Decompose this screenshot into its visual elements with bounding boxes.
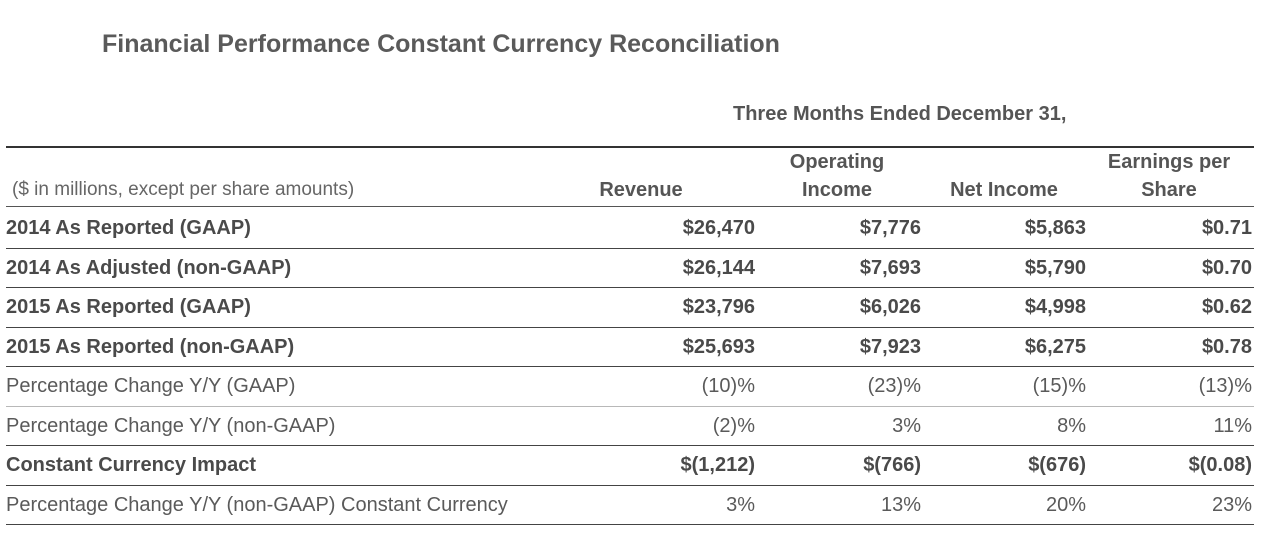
- table-row: Percentage Change Y/Y (non-GAAP) (2)% 3%…: [6, 407, 1254, 446]
- row-label: 2014 As Reported (GAAP): [6, 217, 251, 239]
- table-row: Constant Currency Impact $(1,212) $(766)…: [6, 446, 1254, 486]
- eps-cell: (13)%: [1198, 375, 1252, 397]
- revenue-cell: $(1,212): [680, 454, 756, 476]
- net-income-cell: (15)%: [1032, 375, 1086, 397]
- revenue-cell: $25,693: [682, 335, 755, 358]
- row-label: Constant Currency Impact: [6, 454, 257, 476]
- table-top-rule: [6, 146, 1254, 148]
- eps-cell: $0.70: [1201, 256, 1252, 279]
- revenue-cell: $26,144: [682, 256, 755, 279]
- table-row: Percentage Change Y/Y (GAAP) (10)% (23)%…: [6, 367, 1254, 407]
- column-header-operating-income: Operating Income: [789, 151, 885, 201]
- net-income-cell: $(676): [1028, 454, 1086, 476]
- operating-income-cell: 3%: [892, 414, 921, 437]
- net-income-cell: 20%: [1045, 493, 1086, 516]
- operating-income-cell: $7,923: [859, 335, 921, 358]
- column-header-eps: Earnings per Share: [1107, 151, 1231, 201]
- operating-income-cell: $7,693: [859, 256, 921, 279]
- row-label: Percentage Change Y/Y (GAAP): [6, 375, 296, 397]
- table-row: 2014 As Adjusted (non-GAAP) $26,144 $7,6…: [6, 249, 1254, 288]
- row-label: 2015 As Reported (GAAP): [6, 296, 251, 318]
- operating-income-cell: $7,776: [859, 217, 921, 239]
- table-row: 2015 As Reported (non-GAAP) $25,693 $7,9…: [6, 328, 1254, 367]
- page-title: Financial Performance Constant Currency …: [102, 30, 780, 58]
- net-income-cell: $6,275: [1024, 335, 1086, 358]
- column-header-net-income: Net Income: [950, 179, 1058, 201]
- revenue-cell: (10)%: [701, 375, 755, 397]
- units-label: ($ in millions, except per share amounts…: [12, 179, 355, 200]
- operating-income-cell: $6,026: [859, 296, 921, 318]
- table-header: ($ in millions, except per share amounts…: [6, 148, 1254, 207]
- row-label: Percentage Change Y/Y (non-GAAP) Constan…: [6, 493, 508, 516]
- net-income-cell: $5,790: [1024, 256, 1086, 279]
- net-income-cell: $5,863: [1024, 217, 1086, 239]
- revenue-cell: 3%: [726, 493, 755, 516]
- revenue-cell: $23,796: [682, 296, 755, 318]
- table-row: 2015 As Reported (GAAP) $23,796 $6,026 $…: [6, 288, 1254, 328]
- revenue-cell: (2)%: [712, 414, 755, 437]
- eps-cell: $0.62: [1201, 296, 1252, 318]
- table-row: Percentage Change Y/Y (non-GAAP) Constan…: [6, 486, 1254, 525]
- operating-income-cell: (23)%: [867, 375, 921, 397]
- eps-cell: $0.71: [1201, 217, 1252, 239]
- net-income-cell: $4,998: [1024, 296, 1086, 318]
- table-row: 2014 As Reported (GAAP) $26,470 $7,776 $…: [6, 209, 1254, 249]
- eps-cell: 11%: [1213, 414, 1252, 437]
- row-label: 2014 As Adjusted (non-GAAP): [6, 256, 292, 279]
- net-income-cell: 8%: [1057, 414, 1086, 437]
- eps-cell: 23%: [1211, 493, 1252, 516]
- row-label: 2015 As Reported (non-GAAP): [6, 335, 295, 358]
- eps-cell: $0.78: [1201, 335, 1252, 358]
- revenue-cell: $26,470: [682, 217, 755, 239]
- row-label: Percentage Change Y/Y (non-GAAP): [6, 414, 336, 437]
- operating-income-cell: 13%: [880, 493, 921, 516]
- column-header-revenue: Revenue: [599, 179, 683, 201]
- eps-cell: $(0.08): [1188, 454, 1252, 476]
- operating-income-cell: $(766): [863, 454, 921, 476]
- table-body: 2014 As Reported (GAAP) $26,470 $7,776 $…: [6, 209, 1254, 525]
- period-header: Three Months Ended December 31,: [733, 103, 1067, 125]
